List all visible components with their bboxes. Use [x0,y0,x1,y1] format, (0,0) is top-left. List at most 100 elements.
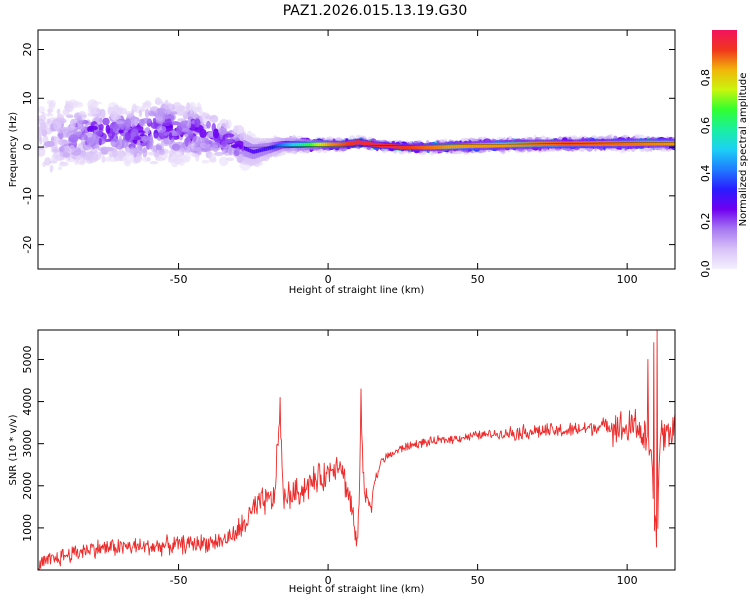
heatmap-cell [146,157,151,162]
heatmap-cell [85,151,92,159]
heatmap-cell [369,142,372,147]
heatmap-cell [206,133,210,139]
heatmap-cell [469,143,472,148]
heatmap-cell [395,144,398,149]
heatmap-cell [489,143,492,148]
heatmap-cell [156,108,167,112]
heatmap-cell [287,142,290,147]
heatmap-cell [51,153,58,164]
heatmap-cell [156,116,164,122]
heatmap-cell [521,142,524,147]
heatmap-cell [309,142,312,147]
heatmap-cell [377,143,380,148]
heatmap-cell [637,141,640,146]
heatmap-cell [367,141,370,146]
heatmap-cell [283,142,286,147]
heatmap-cell [134,118,138,127]
heatmap-cell [587,141,590,146]
heatmap-cell [171,143,181,151]
heatmap-cell [110,110,118,121]
heatmap-cell [623,141,626,146]
heatmap-cell [148,110,154,116]
heatmap-cell [141,135,147,143]
heatmap-cell [397,144,400,149]
heatmap-cell [641,141,644,146]
heatmap-cell [98,137,102,146]
heatmap-cell [547,142,550,146]
heatmap-cell [164,132,168,137]
heatmap-cell [102,117,110,126]
heatmap-cell [133,136,142,141]
heatmap-cell [519,142,522,147]
heatmap-cell [439,144,442,149]
heatmap-cell [267,146,270,151]
heatmap-cell [311,142,314,147]
heatmap-cell [66,101,75,113]
heatmap-cell [144,127,151,135]
heatmap-cell [439,139,446,143]
heatmap-cell [95,131,104,136]
heatmap-cell [230,144,242,149]
heatmap-cell [125,159,130,165]
heatmap-cell [585,141,588,146]
heatmap-cell [559,141,562,146]
heatmap-cell [605,141,608,146]
heatmap-cell [387,143,390,148]
heatmap-cell [170,156,179,168]
heatmap-cell [647,141,650,146]
heatmap-cell [269,145,272,150]
heatmap-cell [144,100,152,109]
heatmap-cell [99,108,106,119]
snr-y-tick-label: 2000 [21,472,34,500]
colorbar-tick-label: 0.4 [699,165,712,183]
heatmap-cell [105,124,111,134]
heatmap-cell [379,143,382,148]
heatmap-cell [357,140,360,145]
heatmap-cell [455,144,458,149]
colorbar-tick-label: 0.0 [699,260,712,278]
heatmap-cell [639,141,642,146]
heatmap-cell [194,118,201,128]
heatmap-cell [218,127,227,135]
heatmap-cell [649,141,652,146]
heatmap-cell [449,144,452,149]
heatmap-cell [497,143,500,148]
heatmap-cell [365,141,368,146]
snr-background [38,330,675,570]
heatmap-cell [443,144,446,149]
heatmap-cell [249,148,252,153]
heatmap-cell [551,147,556,152]
heatmap-cell [40,122,47,132]
heatmap-cell [621,141,624,146]
snr-ticks: -50 0 50 100 1000 2000 3000 4000 5000 [21,330,675,587]
heatmap-cell [569,141,572,146]
heatmap-cell [144,108,150,118]
heatmap-cell [150,121,159,129]
heatmap-cell [265,146,268,151]
heatmap-cell [86,137,95,146]
heatmap-cell [138,109,143,117]
heatmap-cell [610,148,616,152]
snr-x-tick-label: -50 [170,574,188,587]
heatmap-cell [124,132,131,141]
heatmap-cell [579,141,582,146]
heatmap-cell [177,105,187,116]
heatmap-cell [485,143,488,148]
heatmap-cell [653,141,656,146]
heatmap-cell [212,128,220,139]
heatmap-cell [69,144,75,153]
heatmap-cell [226,157,234,161]
heatmap-cell [112,124,118,133]
spectrogram-y-tick-label: -10 [21,187,34,205]
heatmap-cell [663,141,666,146]
heatmap-cell [245,147,248,152]
colorbar-gradient [712,30,737,269]
heatmap-cell [441,144,444,149]
heatmap-cell [44,141,55,147]
spectrogram-panel: -50 0 50 100 -20 -10 0 10 20 Height of straight … [8,29,676,296]
heatmap-cell [203,148,212,152]
heatmap-cell [531,142,534,147]
heatmap-cell [347,141,350,146]
heatmap-cell [619,141,622,146]
heatmap-cell [41,111,45,117]
